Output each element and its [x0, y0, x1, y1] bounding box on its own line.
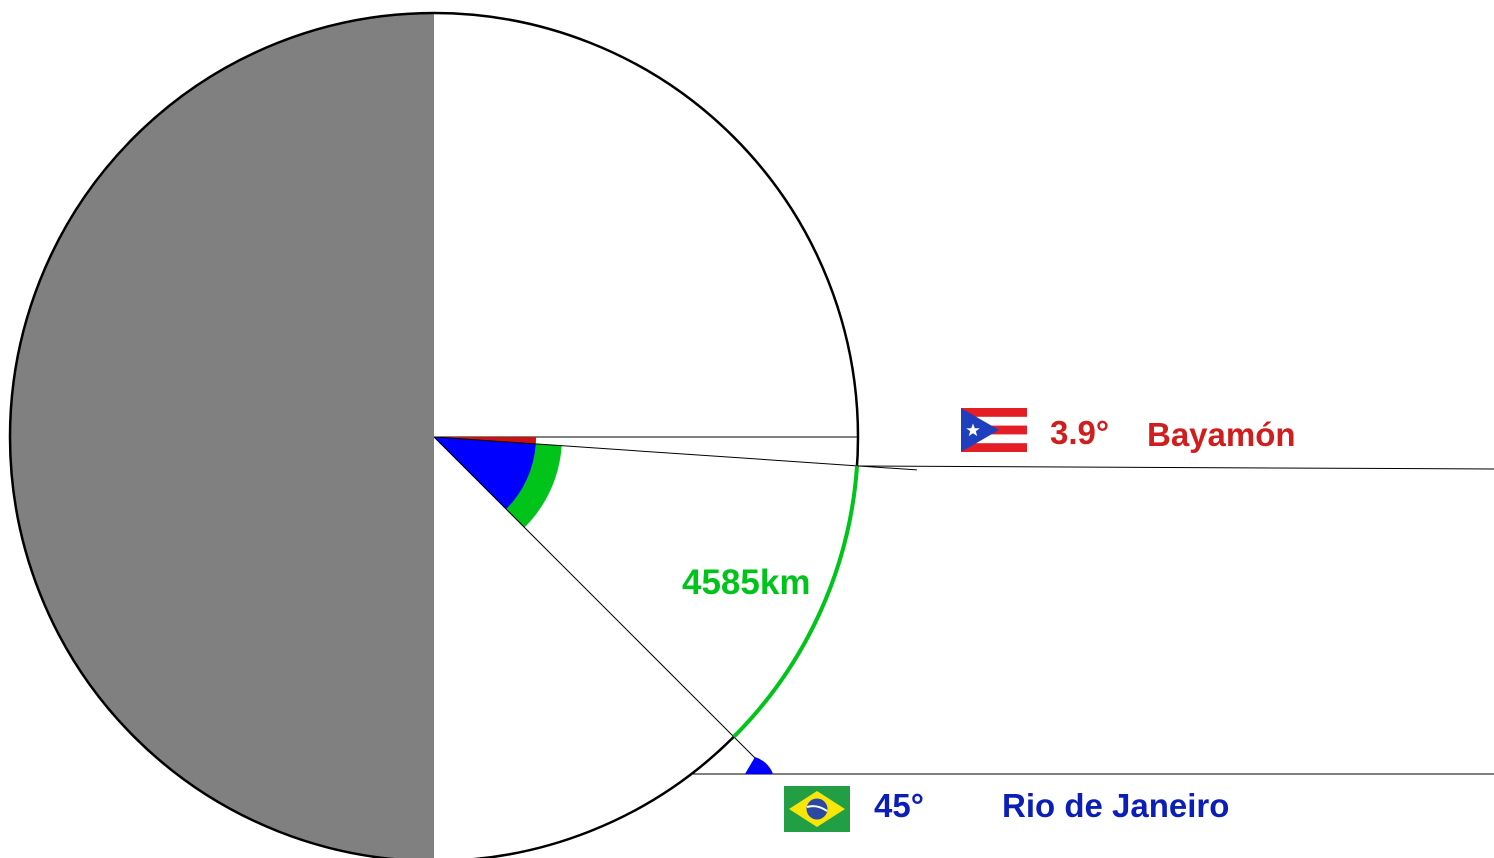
globe: [8, 11, 860, 858]
distance-label: 4585km: [682, 563, 810, 602]
distance-arc: [732, 465, 860, 739]
rio-ray-angle-marker: [745, 757, 773, 774]
rio-name-label: Rio de Janeiro: [1002, 787, 1229, 824]
puerto-rico-flag-icon: [961, 408, 1027, 452]
rio-latitude-label: 45°: [874, 787, 924, 824]
bayamon-radius-line: [433, 436, 917, 471]
bayamon-name-label: Bayamón: [1147, 416, 1296, 453]
bayamon-ray-line: [857, 465, 1494, 470]
rio-radius-line: [433, 436, 771, 774]
rio-latitude-wedge: [434, 437, 536, 510]
bayamon-latitude-label: 3.9°: [1050, 414, 1109, 451]
brazil-flag-icon: [784, 786, 850, 832]
globe-night-side: [10, 13, 434, 858]
